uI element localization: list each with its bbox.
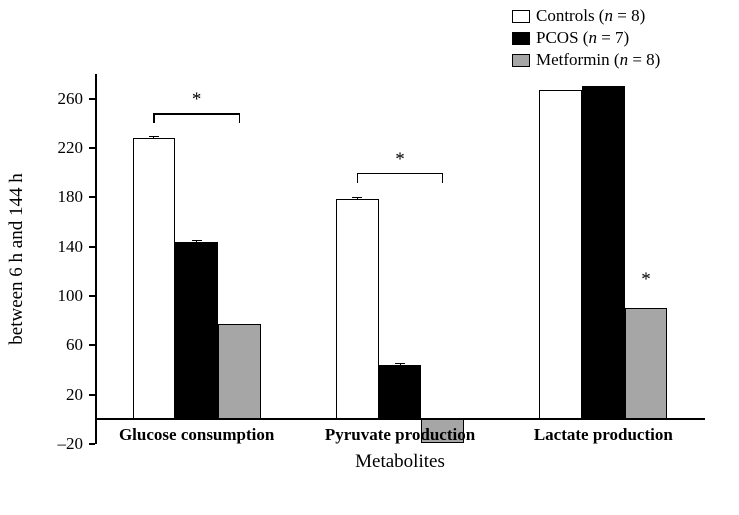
y-tick-label: –20 <box>41 434 83 454</box>
bar <box>582 86 625 419</box>
error-cap <box>149 136 159 137</box>
x-axis-title: Metabolites <box>95 451 705 473</box>
bar <box>539 90 582 419</box>
legend-swatch <box>512 32 530 45</box>
bar-chart: * * * Controls (n = 8)PCOS (n = 7)Metformi… <box>0 0 739 515</box>
legend-item: Metformin (n = 8) <box>512 50 660 70</box>
sig-star: * <box>641 269 651 291</box>
y-tick <box>89 295 95 297</box>
y-tick <box>89 246 95 248</box>
sig-bracket-tick <box>357 173 359 183</box>
y-tick <box>89 98 95 100</box>
bar <box>133 138 176 419</box>
sig-star: * <box>192 89 202 111</box>
bar <box>625 308 668 419</box>
y-tick-label: 140 <box>41 237 83 257</box>
sig-bracket-tick <box>442 173 444 183</box>
sig-star: * <box>395 149 405 171</box>
bar <box>175 242 218 420</box>
legend: Controls (n = 8)PCOS (n = 7)Metformin (n… <box>512 6 660 72</box>
bar <box>218 324 261 419</box>
x-category-label: Glucose consumption <box>119 425 274 445</box>
sig-bracket-tick <box>239 113 241 123</box>
x-category-label: Lactate production <box>534 425 673 445</box>
sig-bracket <box>357 173 442 175</box>
y-axis-title: % difference in metabolite turnover rate… <box>0 107 28 411</box>
legend-label: PCOS (n = 7) <box>536 28 629 48</box>
y-tick <box>89 147 95 149</box>
x-category-label: Pyruvate production <box>325 425 475 445</box>
legend-item: Controls (n = 8) <box>512 6 660 26</box>
y-tick-label: 100 <box>41 286 83 306</box>
y-axis-line <box>95 74 97 444</box>
legend-swatch <box>512 54 530 67</box>
y-tick <box>89 443 95 445</box>
y-tick <box>89 344 95 346</box>
legend-label: Controls (n = 8) <box>536 6 645 26</box>
legend-swatch <box>512 10 530 23</box>
error-cap <box>395 363 405 364</box>
y-tick-label: 20 <box>41 385 83 405</box>
bar <box>336 199 379 420</box>
y-tick <box>89 394 95 396</box>
error-cap <box>192 240 202 241</box>
legend-label: Metformin (n = 8) <box>536 50 660 70</box>
y-tick-label: 180 <box>41 187 83 207</box>
sig-bracket <box>154 113 239 115</box>
bar <box>379 365 422 419</box>
legend-item: PCOS (n = 7) <box>512 28 660 48</box>
plot-area: * * * <box>95 74 705 444</box>
y-tick-label: 60 <box>41 335 83 355</box>
error-cap <box>352 197 362 198</box>
sig-bracket-tick <box>153 113 155 123</box>
y-tick-label: 220 <box>41 138 83 158</box>
y-tick <box>89 196 95 198</box>
y-tick-label: 260 <box>41 89 83 109</box>
